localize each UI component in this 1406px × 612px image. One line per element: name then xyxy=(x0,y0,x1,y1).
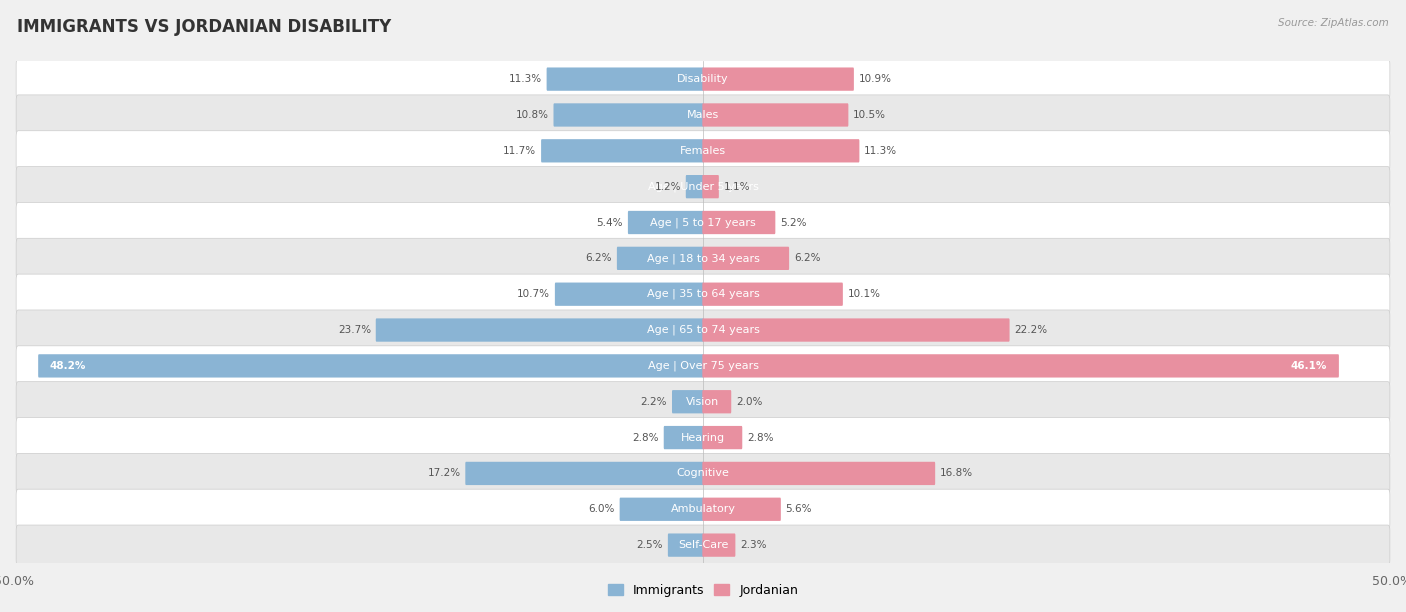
FancyBboxPatch shape xyxy=(703,247,789,270)
FancyBboxPatch shape xyxy=(15,95,1391,135)
FancyBboxPatch shape xyxy=(465,462,703,485)
FancyBboxPatch shape xyxy=(703,103,848,127)
FancyBboxPatch shape xyxy=(375,318,703,341)
FancyBboxPatch shape xyxy=(15,238,1391,278)
Text: 2.3%: 2.3% xyxy=(740,540,766,550)
Text: 5.2%: 5.2% xyxy=(780,217,807,228)
Text: 10.5%: 10.5% xyxy=(853,110,886,120)
Legend: Immigrants, Jordanian: Immigrants, Jordanian xyxy=(603,579,803,602)
Text: 1.2%: 1.2% xyxy=(654,182,681,192)
FancyBboxPatch shape xyxy=(686,175,703,198)
Text: Age | Over 75 years: Age | Over 75 years xyxy=(648,360,758,371)
FancyBboxPatch shape xyxy=(703,318,1010,341)
FancyBboxPatch shape xyxy=(15,346,1391,386)
FancyBboxPatch shape xyxy=(703,534,735,557)
FancyBboxPatch shape xyxy=(15,203,1391,242)
Text: 11.3%: 11.3% xyxy=(509,74,541,84)
FancyBboxPatch shape xyxy=(703,139,859,162)
FancyBboxPatch shape xyxy=(617,247,703,270)
Text: Vision: Vision xyxy=(686,397,720,407)
Text: 2.8%: 2.8% xyxy=(633,433,659,442)
Text: 2.2%: 2.2% xyxy=(641,397,668,407)
Text: 23.7%: 23.7% xyxy=(337,325,371,335)
FancyBboxPatch shape xyxy=(15,489,1391,529)
Text: 5.4%: 5.4% xyxy=(596,217,623,228)
Text: Age | 35 to 64 years: Age | 35 to 64 years xyxy=(647,289,759,299)
Text: 10.8%: 10.8% xyxy=(516,110,548,120)
Text: Males: Males xyxy=(688,110,718,120)
FancyBboxPatch shape xyxy=(703,390,731,413)
Text: 6.0%: 6.0% xyxy=(589,504,614,514)
FancyBboxPatch shape xyxy=(672,390,703,413)
Text: Hearing: Hearing xyxy=(681,433,725,442)
FancyBboxPatch shape xyxy=(15,453,1391,493)
FancyBboxPatch shape xyxy=(15,131,1391,171)
Text: Age | 65 to 74 years: Age | 65 to 74 years xyxy=(647,325,759,335)
Text: 16.8%: 16.8% xyxy=(941,468,973,479)
FancyBboxPatch shape xyxy=(15,274,1391,315)
Text: 10.9%: 10.9% xyxy=(859,74,891,84)
Text: 46.1%: 46.1% xyxy=(1291,361,1327,371)
Text: 10.7%: 10.7% xyxy=(517,289,550,299)
FancyBboxPatch shape xyxy=(15,166,1391,207)
Text: 11.3%: 11.3% xyxy=(865,146,897,156)
Text: Disability: Disability xyxy=(678,74,728,84)
Text: 22.2%: 22.2% xyxy=(1014,325,1047,335)
FancyBboxPatch shape xyxy=(15,417,1391,458)
FancyBboxPatch shape xyxy=(664,426,703,449)
Text: Age | 5 to 17 years: Age | 5 to 17 years xyxy=(650,217,756,228)
FancyBboxPatch shape xyxy=(703,426,742,449)
FancyBboxPatch shape xyxy=(15,382,1391,422)
FancyBboxPatch shape xyxy=(703,175,718,198)
Text: Source: ZipAtlas.com: Source: ZipAtlas.com xyxy=(1278,18,1389,28)
FancyBboxPatch shape xyxy=(554,103,703,127)
Text: 11.7%: 11.7% xyxy=(503,146,536,156)
Text: 6.2%: 6.2% xyxy=(794,253,821,263)
Text: 1.1%: 1.1% xyxy=(724,182,751,192)
Text: 5.6%: 5.6% xyxy=(786,504,813,514)
Text: Age | 18 to 34 years: Age | 18 to 34 years xyxy=(647,253,759,264)
Text: Self-Care: Self-Care xyxy=(678,540,728,550)
Text: 2.0%: 2.0% xyxy=(737,397,762,407)
Text: 2.8%: 2.8% xyxy=(747,433,773,442)
FancyBboxPatch shape xyxy=(668,534,703,557)
Text: Ambulatory: Ambulatory xyxy=(671,504,735,514)
FancyBboxPatch shape xyxy=(703,211,775,234)
FancyBboxPatch shape xyxy=(38,354,703,378)
FancyBboxPatch shape xyxy=(15,525,1391,565)
FancyBboxPatch shape xyxy=(703,283,842,306)
Text: 48.2%: 48.2% xyxy=(49,361,86,371)
FancyBboxPatch shape xyxy=(703,67,853,91)
Text: 10.1%: 10.1% xyxy=(848,289,880,299)
Text: 17.2%: 17.2% xyxy=(427,468,461,479)
FancyBboxPatch shape xyxy=(15,310,1391,350)
Text: Cognitive: Cognitive xyxy=(676,468,730,479)
FancyBboxPatch shape xyxy=(703,462,935,485)
FancyBboxPatch shape xyxy=(703,354,1339,378)
FancyBboxPatch shape xyxy=(628,211,703,234)
FancyBboxPatch shape xyxy=(703,498,780,521)
Text: 2.5%: 2.5% xyxy=(637,540,664,550)
Text: 6.2%: 6.2% xyxy=(585,253,612,263)
FancyBboxPatch shape xyxy=(620,498,703,521)
FancyBboxPatch shape xyxy=(15,59,1391,99)
Text: Females: Females xyxy=(681,146,725,156)
FancyBboxPatch shape xyxy=(547,67,703,91)
FancyBboxPatch shape xyxy=(541,139,703,162)
Text: IMMIGRANTS VS JORDANIAN DISABILITY: IMMIGRANTS VS JORDANIAN DISABILITY xyxy=(17,18,391,36)
Text: Age | Under 5 years: Age | Under 5 years xyxy=(648,181,758,192)
FancyBboxPatch shape xyxy=(555,283,703,306)
